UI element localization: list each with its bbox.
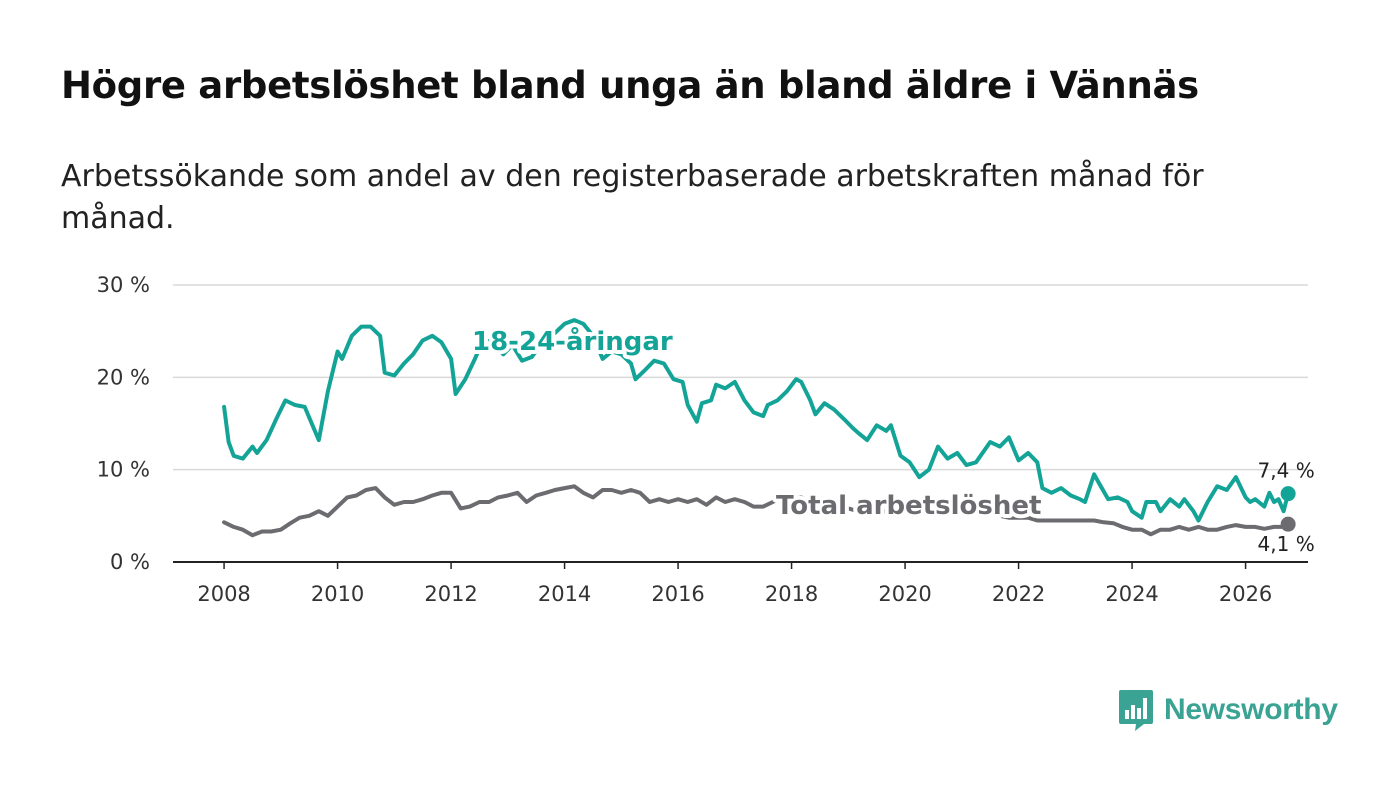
x-tick-label: 2026 bbox=[1219, 582, 1272, 606]
brand-name: Newsworthy bbox=[1164, 693, 1338, 726]
y-tick-label: 20 % bbox=[97, 365, 150, 389]
y-axis-tick-labels: 0 % 10 % 20 % 30 % bbox=[97, 273, 150, 574]
series-line-total bbox=[222, 484, 1291, 538]
end-value-label-total: 4,1 % bbox=[1258, 532, 1315, 556]
x-tick-label: 2024 bbox=[1105, 582, 1158, 606]
series-labels: 18-24-åringar Total arbetslöshet 7,4 % 4,1 … bbox=[468, 321, 1315, 556]
x-tick-label: 2014 bbox=[538, 582, 591, 606]
x-tick-label: 2010 bbox=[311, 582, 364, 606]
series-label-youth: 18-24-åringar bbox=[472, 325, 673, 357]
series-end-point-youth bbox=[1280, 486, 1296, 502]
y-tick-label: 30 % bbox=[97, 273, 150, 297]
end-value-label-youth: 7,4 % bbox=[1258, 459, 1315, 483]
x-tick-label: 2008 bbox=[197, 582, 250, 606]
chart-subtitle: Arbetssökande som andel av den registerb… bbox=[61, 159, 1204, 236]
x-tick-label: 2012 bbox=[424, 582, 477, 606]
x-tick-label: 2020 bbox=[878, 582, 931, 606]
data-series bbox=[222, 318, 1296, 538]
x-tick-label: 2018 bbox=[765, 582, 818, 606]
gridlines bbox=[173, 284, 1308, 471]
newsworthy-logo-icon bbox=[1119, 690, 1153, 731]
series-end-point-total bbox=[1280, 516, 1296, 532]
newsworthy-brand: Newsworthy bbox=[1118, 688, 1338, 732]
y-tick-label: 10 % bbox=[97, 458, 150, 482]
x-axis: 2008 2010 2012 2014 2016 2018 2020 2022 2024 2026 bbox=[173, 561, 1308, 606]
x-tick-label: 2022 bbox=[992, 582, 1045, 606]
x-tick-label: 2016 bbox=[651, 582, 704, 606]
series-line-youth bbox=[222, 318, 1291, 523]
chart-title: Högre arbetslöshet bland unga än bland ä… bbox=[61, 64, 1199, 107]
series-label-total: Total arbetslöshet bbox=[776, 491, 1041, 521]
y-tick-label: 0 % bbox=[110, 550, 150, 574]
